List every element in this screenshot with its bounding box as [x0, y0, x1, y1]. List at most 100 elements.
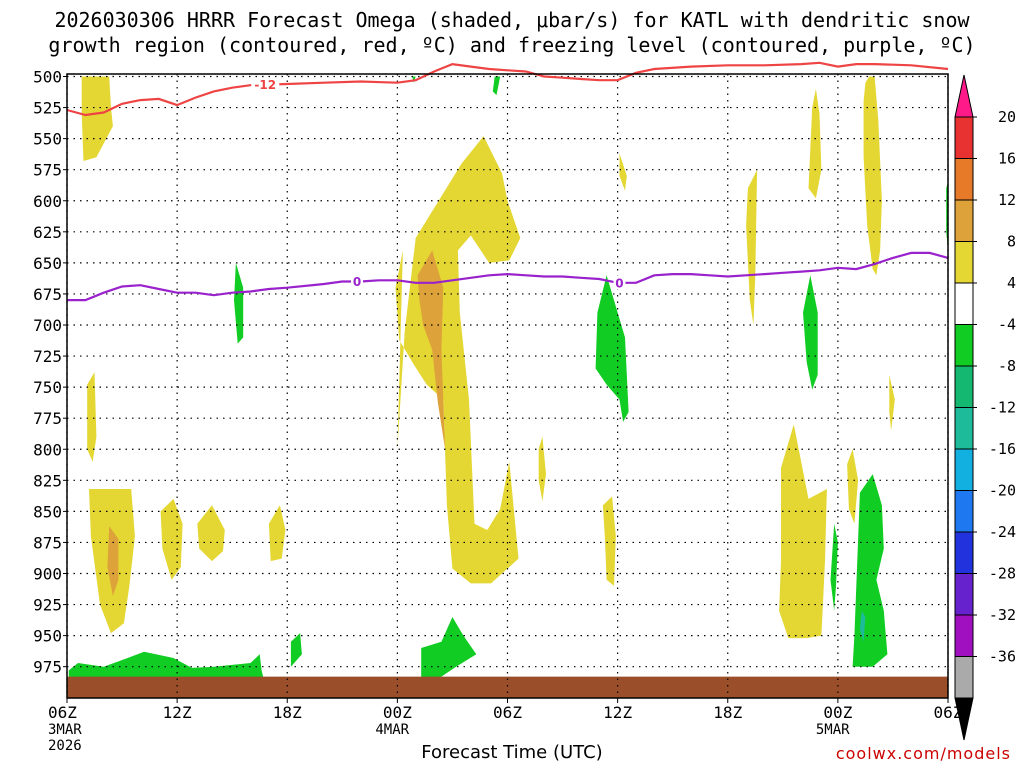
x-tick-year: 2026	[48, 738, 82, 754]
omega-region-green	[852, 474, 888, 667]
colorbar-box	[954, 116, 974, 159]
x-tick-label: 06Z	[493, 703, 522, 722]
colorbar-box	[954, 241, 974, 284]
x-tick-date: 4MAR	[375, 722, 409, 738]
omega-region-yellow	[160, 498, 183, 580]
x-tick-label: 00Z	[383, 703, 412, 722]
x-tick-label: 18Z	[273, 703, 302, 722]
omega-region-green	[803, 275, 818, 390]
y-tick-label: 625	[33, 223, 62, 242]
omega-region-yellow	[197, 505, 225, 562]
colorbar-label: -24	[989, 523, 1016, 541]
colorbar-cap-top	[954, 74, 974, 118]
y-tick-label: 575	[33, 161, 62, 180]
y-tick-label: 600	[33, 192, 62, 211]
omega-region-green	[421, 617, 477, 680]
chart-title: 2026030306 HRRR Forecast Omega (shaded, …	[48, 8, 976, 57]
x-tick-label: 12Z	[163, 703, 192, 722]
omega-region-teal	[859, 610, 866, 642]
y-tick-label: 775	[33, 409, 62, 428]
y-tick-label: 500	[33, 68, 62, 87]
colorbar-label: -28	[989, 565, 1016, 583]
colorbar-box	[954, 365, 974, 408]
y-tick-label: 525	[33, 99, 62, 118]
y-tick-label: 675	[33, 285, 62, 304]
x-tick-date: 5MAR	[816, 722, 850, 738]
y-tick-label: 875	[33, 533, 62, 552]
colorbar-label: -16	[989, 440, 1016, 458]
y-tick-label: 650	[33, 254, 62, 273]
x-tick-label: 00Z	[823, 703, 852, 722]
colorbar-box	[954, 324, 974, 367]
contour-label-bg	[350, 274, 363, 289]
x-axis-label: Forecast Time (UTC)	[421, 742, 603, 763]
y-tick-label: 700	[33, 316, 62, 335]
omega-region-yellow	[863, 76, 882, 276]
colorbar-label: -8	[998, 357, 1016, 375]
omega-region-green	[290, 633, 302, 667]
y-tick-label: 925	[33, 596, 62, 615]
colorbar-box	[954, 573, 974, 616]
contour-label-bg	[613, 275, 626, 290]
contour-label: 0	[353, 275, 361, 289]
colorbar-label: -36	[989, 648, 1016, 666]
colorbar-label: -12	[989, 399, 1016, 417]
omega-region-yellow	[889, 374, 895, 431]
omega-region-yellow	[619, 153, 627, 191]
omega-region-green	[830, 523, 838, 611]
colorbar-label: 8	[1007, 233, 1016, 251]
colorbar-label: -20	[989, 482, 1016, 500]
contour-label: 0	[615, 276, 623, 290]
x-tick-label: 18Z	[713, 703, 742, 722]
colorbar-box	[954, 448, 974, 491]
credit-link[interactable]: coolwx.com/models	[835, 744, 1011, 763]
colorbar-box	[954, 199, 974, 242]
colorbar: 20 16 12 8 4 -4 -8 -12 -16 -20 -24 -28 -32 -36	[954, 74, 1016, 741]
y-tick-label: 900	[33, 565, 62, 584]
x-tick-label: 06Z	[48, 703, 77, 722]
colorbar-label: -4	[998, 316, 1016, 334]
colorbar-box	[954, 158, 974, 201]
contour-lines: -12 0 0	[66, 61, 949, 302]
colorbar-label: 16	[998, 150, 1016, 168]
colorbar-cap-bottom	[954, 697, 974, 741]
omega-region-green	[234, 262, 244, 344]
omega-region-yellow	[808, 88, 822, 199]
colorbar-box	[954, 531, 974, 574]
y-tick-label: 725	[33, 347, 62, 366]
omega-region-orange	[417, 250, 446, 450]
contour-freezing	[67, 251, 949, 302]
omega-region-yellow	[779, 424, 827, 639]
colorbar-label: 12	[998, 191, 1016, 209]
colorbar-box	[954, 656, 974, 699]
x-tick-label: 12Z	[603, 703, 632, 722]
omega-region-yellow	[87, 372, 97, 462]
omega-region-yellow	[847, 449, 859, 524]
x-tick-label: 06Z	[934, 703, 963, 722]
colorbar-box	[954, 614, 974, 657]
y-tick-label: 850	[33, 502, 62, 521]
y-tick-label: 800	[33, 440, 62, 459]
omega-region-orange	[107, 526, 119, 596]
omega-region-yellow	[395, 136, 521, 584]
omega-region-green	[595, 275, 629, 422]
y-tick-label: 950	[33, 627, 62, 646]
colorbar-box	[954, 490, 974, 533]
contour-label-bg	[251, 77, 280, 92]
colorbar-label: 4	[1007, 274, 1016, 292]
y-tick-label: 975	[33, 658, 62, 677]
y-tick-label: 550	[33, 130, 62, 149]
colorbar-label: -32	[989, 606, 1016, 624]
colorbar-label: 20	[998, 108, 1016, 126]
omega-region-yellow	[602, 496, 616, 586]
contour-label: -12	[254, 78, 276, 92]
x-tick-date: 3MAR	[48, 722, 82, 738]
omega-region-yellow	[268, 505, 286, 562]
y-axis: 500 525 550 575 600 625 650 675 700 725 750 775 800 8…	[33, 68, 67, 677]
omega-region-yellow	[81, 76, 113, 161]
omega-fills	[68, 76, 948, 686]
omega-region-yellow	[746, 169, 758, 325]
y-tick-label: 825	[33, 471, 62, 490]
